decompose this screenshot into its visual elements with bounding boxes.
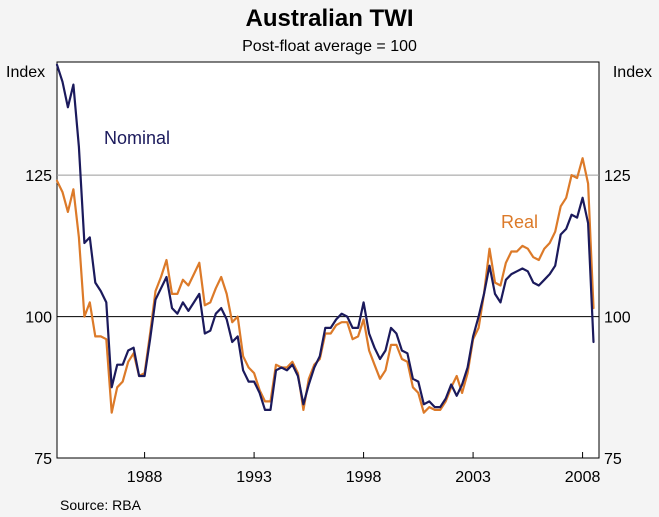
y-tick-label-right-100: 100 (604, 310, 631, 327)
y-tick-label-right-75: 75 (604, 451, 622, 468)
x-tick-label-2008: 2008 (565, 469, 601, 486)
x-tick-label-1998: 1998 (346, 469, 382, 486)
source-note: Source: RBA (60, 497, 142, 513)
left-axis-label: Index (6, 64, 45, 81)
chart-title: Australian TWI (245, 5, 413, 32)
y-tick-label-left-125: 125 (25, 168, 52, 185)
x-tick-label-1993: 1993 (236, 469, 272, 486)
series-line-nominal (55, 63, 595, 411)
series-label-real: Real (501, 212, 538, 232)
y-tick-label-left-100: 100 (25, 310, 52, 327)
right-axis-label: Index (613, 64, 652, 81)
y-ticks-left: 75 100 125 (25, 168, 52, 468)
x-ticks: 1988 1993 1998 2003 2008 (127, 452, 601, 486)
y-ticks-right: 75 100 125 (604, 168, 631, 468)
x-tick-label-2003: 2003 (455, 469, 491, 486)
x-tick-label-1988: 1988 (127, 469, 163, 486)
series-label-nominal: Nominal (104, 128, 170, 148)
y-tick-label-left-75: 75 (34, 451, 52, 468)
chart-subtitle: Post-float average = 100 (242, 38, 417, 55)
y-tick-label-right-125: 125 (604, 168, 631, 185)
plot-area (56, 61, 600, 459)
series-group (55, 63, 595, 414)
gridlines (57, 174, 599, 318)
